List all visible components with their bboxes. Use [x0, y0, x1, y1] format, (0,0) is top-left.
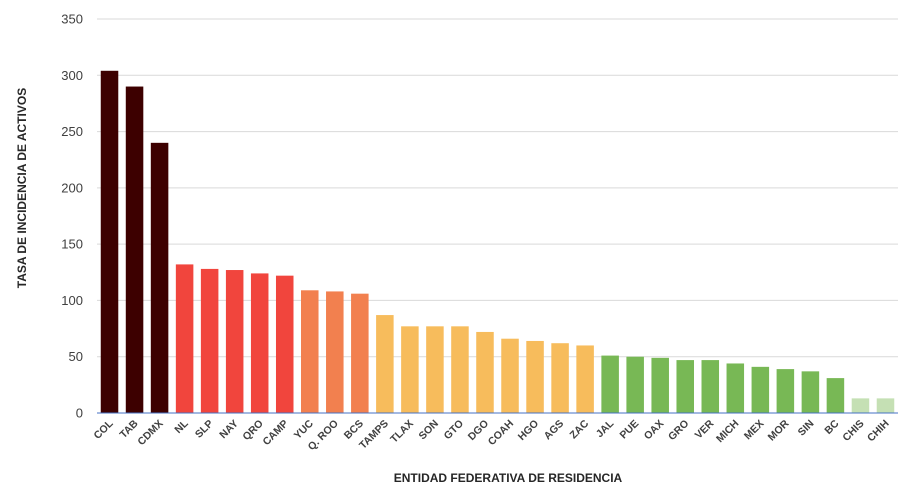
- bar-chih: [876, 398, 895, 413]
- x-tick-label: OAX: [642, 418, 667, 443]
- bar-ags: [551, 343, 569, 413]
- bar-zac: [576, 345, 594, 413]
- bar-nay: [225, 270, 244, 413]
- x-tick-label: CAMP: [261, 418, 291, 448]
- x-tick-label: GRO: [666, 418, 691, 443]
- x-tick-label: COL: [91, 417, 116, 442]
- bar-hgo: [526, 340, 544, 413]
- x-tick-label: ZAC: [567, 417, 591, 441]
- bar-coah: [501, 338, 519, 413]
- bar-tamps: [376, 315, 394, 413]
- y-axis-ticks: 0 50 100 150 200 250 300 350: [61, 12, 83, 421]
- bar-bcs: [351, 293, 369, 413]
- bar-yuc: [301, 290, 319, 413]
- bar-mor: [776, 369, 795, 413]
- bar-mich: [726, 363, 745, 413]
- y-tick-label: 300: [61, 68, 83, 83]
- y-tick-label: 50: [69, 349, 83, 364]
- bar-qro: [250, 273, 269, 413]
- bar-gro: [676, 360, 694, 413]
- y-tick-label: 100: [61, 293, 83, 308]
- bars: [97, 70, 898, 414]
- bar-q-roo: [326, 291, 344, 413]
- x-tick-label: SON: [416, 418, 441, 443]
- bar-jal: [601, 355, 619, 413]
- y-tick-label: 350: [61, 12, 83, 27]
- bar-camp: [275, 275, 294, 413]
- bar-chis: [851, 398, 870, 413]
- y-tick-label: 0: [76, 406, 83, 421]
- x-tick-label: MOR: [766, 417, 792, 443]
- y-axis-title: TASA DE INCIDENCIA DE ACTIVOS: [15, 88, 29, 288]
- x-tick-label: TLAX: [388, 418, 416, 446]
- bar-tlax: [401, 326, 419, 413]
- y-tick-label: 200: [61, 180, 83, 195]
- x-tick-label: CHIH: [865, 418, 892, 445]
- x-tick-label: JAL: [594, 417, 617, 440]
- x-tick-label: PUE: [618, 418, 642, 442]
- y-tick-label: 150: [61, 237, 83, 252]
- x-tick-label: MICH: [714, 418, 741, 445]
- bar-oax: [651, 357, 669, 413]
- x-axis-title: ENTIDAD FEDERATIVA DE RESIDENCIA: [394, 471, 623, 485]
- bar-bc: [826, 378, 845, 413]
- bar-cdmx: [150, 142, 169, 414]
- bar-sin: [801, 371, 820, 413]
- x-tick-label: AGS: [542, 418, 567, 443]
- bar-dgo: [476, 331, 494, 413]
- bar-son: [426, 326, 444, 413]
- x-tick-label: COAH: [486, 418, 516, 448]
- x-tick-label: NL: [172, 417, 191, 436]
- x-tick-label: SLP: [193, 418, 216, 441]
- x-tick-label: NAY: [217, 418, 240, 441]
- bar-ver: [701, 360, 720, 413]
- x-tick-label: CHIS: [840, 418, 866, 444]
- x-tick-label: MEX: [742, 418, 767, 443]
- x-tick-label: BC: [822, 417, 842, 437]
- x-tick-label: CDMX: [135, 418, 165, 448]
- x-tick-label: GTO: [442, 418, 466, 442]
- bar-pue: [626, 356, 644, 413]
- bar-mex: [751, 366, 770, 413]
- bar-gto: [451, 326, 469, 413]
- x-tick-label: HGO: [516, 418, 541, 443]
- bar-col: [100, 70, 119, 413]
- bar-tab: [125, 86, 144, 414]
- bar-slp: [200, 268, 219, 413]
- x-tick-label: SIN: [796, 418, 817, 439]
- bar-nl: [175, 264, 194, 413]
- y-tick-label: 250: [61, 124, 83, 139]
- x-tick-label: VER: [693, 417, 717, 441]
